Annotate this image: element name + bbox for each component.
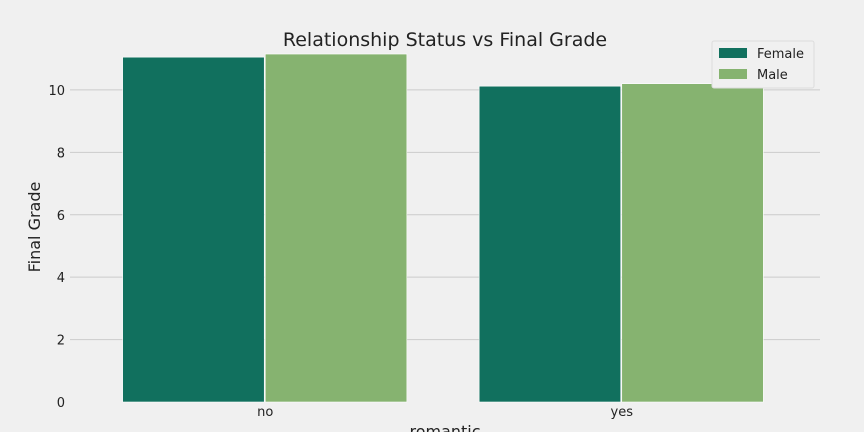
chart-title: Relationship Status vs Final Grade: [283, 29, 607, 51]
bar-male-no: [264, 53, 408, 403]
legend-swatch-female: [719, 48, 747, 58]
bar-female-no: [122, 56, 265, 403]
x-tick-label-yes: yes: [611, 405, 634, 420]
x-axis-title: romantic: [409, 422, 480, 432]
legend: Female Male: [711, 40, 815, 89]
bar-male-yes: [621, 83, 764, 403]
y-tick-label: 4: [57, 271, 65, 286]
legend-label-female: Female: [757, 47, 804, 62]
legend-label-male: Male: [757, 68, 788, 83]
y-axis-ticks: 0 2 4 6 8 10: [48, 84, 65, 411]
x-tick-label-no: no: [257, 405, 273, 420]
bar-female-yes: [478, 85, 622, 403]
y-tick-label: 0: [57, 396, 65, 411]
y-tick-label: 6: [57, 209, 65, 224]
legend-swatch-male: [719, 69, 747, 79]
y-axis-title: Final Grade: [25, 182, 44, 273]
y-tick-label: 2: [57, 334, 65, 349]
y-tick-label: 10: [48, 84, 65, 99]
x-axis-ticks: no yes: [257, 405, 633, 420]
bars: [122, 53, 764, 403]
y-tick-label: 8: [57, 146, 65, 161]
